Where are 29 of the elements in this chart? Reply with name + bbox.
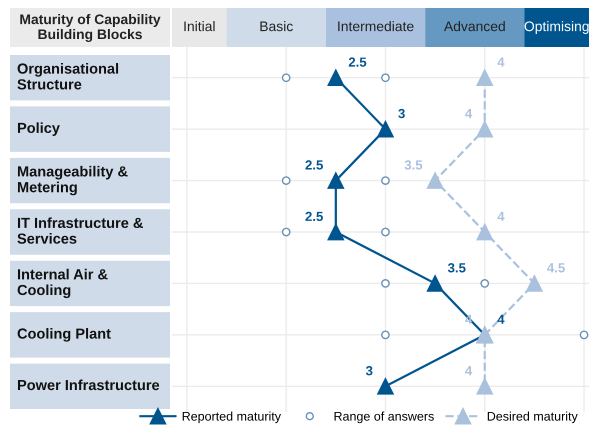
- data-label: 4: [497, 58, 505, 67]
- legend-label: Desired maturity: [488, 412, 578, 424]
- data-label: 3.5: [448, 263, 466, 273]
- data-label: 2.5: [348, 57, 366, 67]
- band-label: Basic: [260, 21, 293, 32]
- data-label: 3.5: [404, 160, 422, 170]
- y-tick-label: Power Infrastructure: [18, 379, 160, 390]
- y-tick-label: Manageability & Metering: [18, 166, 128, 196]
- data-label: 4: [497, 212, 505, 221]
- band-label: Initial: [184, 21, 215, 32]
- band-label: Intermediate: [338, 21, 414, 32]
- y-tick-label: Cooling Plant: [18, 328, 111, 342]
- y-tick-label: IT Infrastructure & Services: [17, 217, 143, 244]
- legend-label: Reported maturity: [182, 412, 281, 424]
- data-label: 2.5: [305, 160, 323, 170]
- text: Maturity of Capability Building Blocks: [20, 14, 161, 42]
- data-label: 4: [497, 314, 505, 324]
- band-label: Optimising: [524, 21, 589, 34]
- legend-label: Range of answers: [334, 412, 434, 424]
- band-label: Advanced: [444, 21, 505, 32]
- data-label: 3: [398, 108, 405, 118]
- data-label: 3: [366, 366, 372, 376]
- y-tick-label: Organisational Structure: [17, 63, 118, 90]
- data-label: 4: [465, 108, 472, 118]
- data-label: 2.5: [305, 212, 323, 222]
- y-tick-label: Policy: [18, 122, 60, 136]
- data-label: 4.5: [547, 263, 565, 272]
- data-label: 4: [465, 366, 472, 376]
- y-tick-label: Internal Air & Cooling: [18, 268, 108, 298]
